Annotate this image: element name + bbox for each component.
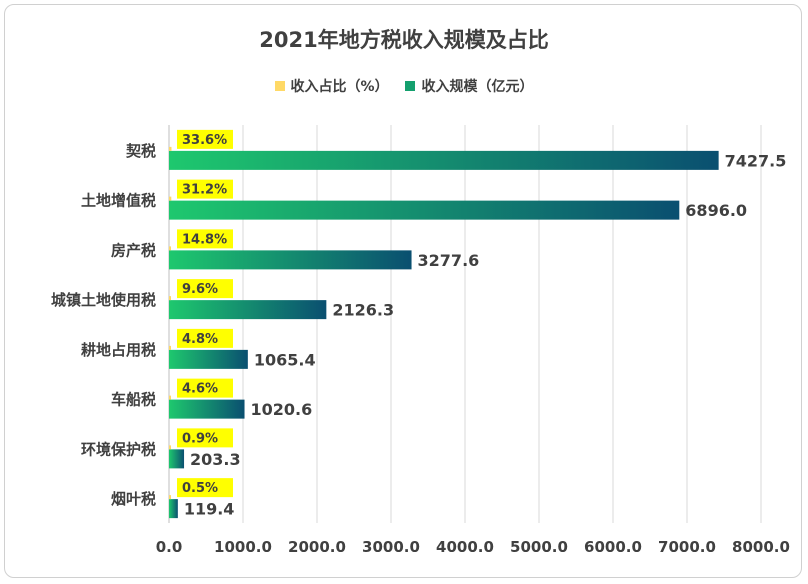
chart-frame [4,4,802,578]
share-value-label: 14.8% [182,232,227,247]
share-value-label: 0.9% [182,431,218,446]
legend-swatch-revenue [405,81,416,91]
revenue-value-label: 1065.4 [254,350,316,369]
share-value-label: 4.6% [182,382,218,397]
share-label-highlight [177,328,233,348]
share-bar [169,495,171,500]
share-value-label: 0.5% [182,481,218,496]
share-bar [169,445,171,450]
share-bar [169,196,172,201]
legend-swatch-share [274,81,285,91]
revenue-value-label: 203.3 [190,450,241,469]
share-bar [169,296,171,301]
x-tick-label: 0.0 [156,538,183,556]
category-label: 环境保护税 [81,440,156,458]
share-value-label: 9.6% [182,282,218,297]
revenue-bar [169,150,719,170]
x-tick-label: 7000.0 [658,538,716,556]
legend-label-revenue: 收入规模（亿元） [421,79,534,95]
category-label: 契税 [125,142,156,160]
x-tick-label: 5000.0 [510,538,568,556]
revenue-bar [169,449,185,469]
x-tick-label: 4000.0 [436,538,494,556]
category-label: 烟叶税 [111,490,156,508]
x-tick-label: 1000.0 [214,538,272,556]
share-value-label: 31.2% [182,183,227,198]
revenue-bar [169,300,327,320]
x-tick-label: 2000.0 [288,538,346,556]
legend-item-share: 收入占比（%） [274,76,389,96]
revenue-value-label: 3277.6 [418,251,480,270]
x-tick-label: 6000.0 [584,538,642,556]
share-value-label: 33.6% [182,133,227,148]
share-bar [169,246,171,251]
share-label-highlight [177,129,233,149]
revenue-bar [169,250,412,270]
revenue-bar [169,200,680,220]
revenue-bar [169,399,245,419]
chart-legend: 收入占比（%） 收入规模（亿元） [0,76,808,96]
share-label-highlight [177,478,233,498]
share-label-highlight [177,378,233,398]
share-label-highlight [177,428,233,448]
category-label: 土地增值税 [81,192,156,210]
x-tick-label: 3000.0 [362,538,420,556]
x-tick-label: 8000.0 [732,538,790,556]
revenue-value-label: 119.4 [184,500,235,519]
chart-title: 2021年地方税收入规模及占比 [259,28,549,52]
category-label: 耕地占用税 [81,341,156,359]
share-bar [169,395,171,400]
revenue-value-label: 2126.3 [332,301,394,320]
revenue-bar [169,499,178,519]
revenue-value-label: 6896.0 [685,201,747,220]
revenue-value-label: 1020.6 [251,400,313,419]
revenue-value-label: 7427.5 [725,151,787,170]
share-bar [169,146,172,151]
category-label: 房产税 [111,241,156,259]
revenue-bar [169,349,248,369]
share-value-label: 4.8% [182,332,218,347]
category-label: 城镇土地使用税 [51,291,156,309]
share-label-highlight [177,179,233,199]
legend-item-revenue: 收入规模（亿元） [405,76,533,96]
category-label: 车船税 [111,391,156,409]
share-label-highlight [177,229,233,249]
legend-label-share: 收入占比（%） [290,79,389,95]
share-bar [169,345,171,350]
share-label-highlight [177,279,233,299]
